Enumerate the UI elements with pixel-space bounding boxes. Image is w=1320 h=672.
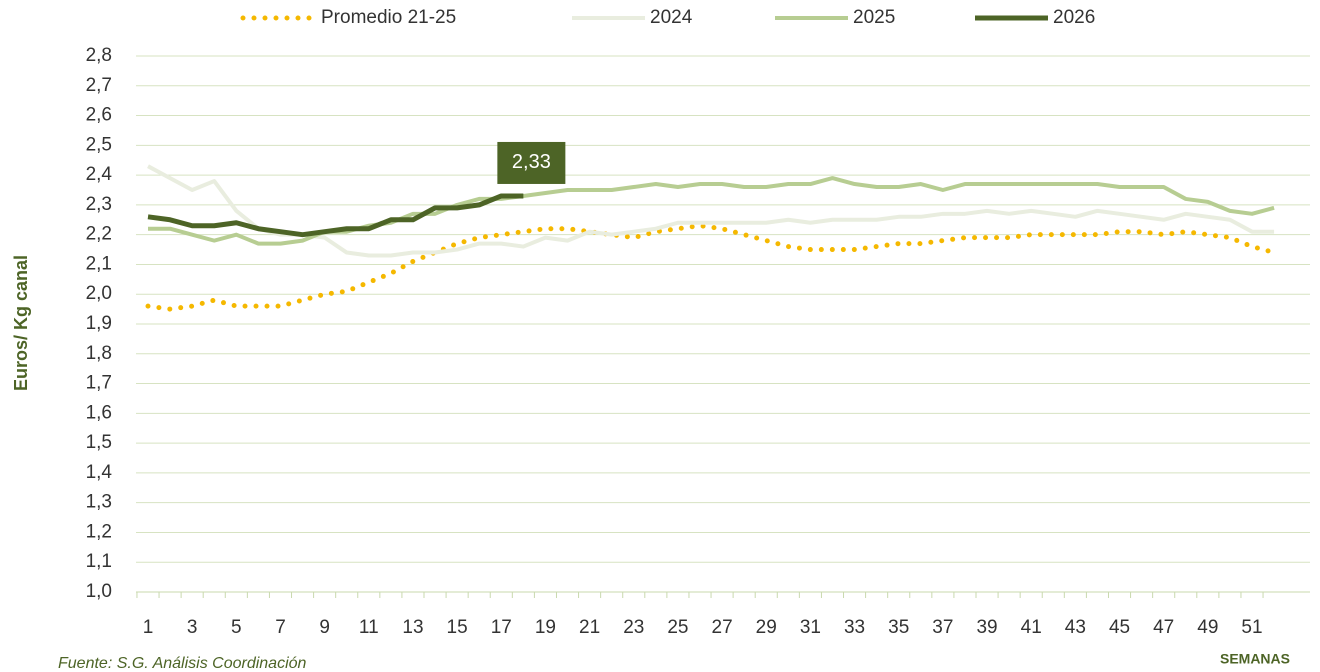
x-tick-label: 13	[402, 617, 423, 638]
x-tick-label: 27	[712, 617, 733, 638]
y-tick-label: 1,9	[86, 313, 112, 334]
legend-label: 2026	[1053, 7, 1095, 28]
x-tick-label: 19	[535, 617, 556, 638]
y-tick-label: 1,5	[86, 432, 112, 453]
y-tick-label: 2,5	[86, 134, 112, 155]
legend-label: Promedio 21-25	[321, 7, 456, 28]
y-tick-label: 2,7	[86, 75, 112, 96]
y-tick-label: 2,8	[86, 45, 112, 66]
y-tick-label: 1,1	[86, 551, 112, 572]
x-tick-label: 31	[800, 617, 821, 638]
y-tick-label: 1,8	[86, 343, 112, 364]
x-tick-label: 33	[844, 617, 865, 638]
x-tick-label: 51	[1241, 617, 1262, 638]
x-tick-label: 29	[756, 617, 777, 638]
series-line	[147, 164, 1275, 258]
x-tick-label: 43	[1065, 617, 1086, 638]
x-tick-label: 3	[187, 617, 198, 638]
y-tick-label: 2,6	[86, 105, 112, 126]
x-tick-label: 37	[932, 617, 953, 638]
x-tick-label: 41	[1021, 617, 1042, 638]
y-tick-label: 2,3	[86, 194, 112, 215]
y-tick-label: 2,2	[86, 224, 112, 245]
x-tick-label: 23	[623, 617, 644, 638]
y-axis-title: Euros/ Kg canal	[11, 255, 31, 391]
x-tick-label: 7	[275, 617, 286, 638]
y-tick-label: 2,4	[86, 164, 113, 185]
y-tick-label: 1,4	[86, 462, 113, 483]
y-tick-label: 2,0	[86, 283, 112, 304]
y-tick-label: 1,0	[86, 581, 112, 602]
y-tick-label: 2,1	[86, 253, 112, 274]
y-tick-label: 1,7	[86, 373, 112, 394]
x-tick-label: 39	[976, 617, 997, 638]
source-note: Fuente: S.G. Análisis Coordinación	[58, 655, 307, 672]
x-tick-label: 49	[1197, 617, 1218, 638]
x-tick-label: 21	[579, 617, 600, 638]
x-tick-label: 45	[1109, 617, 1130, 638]
x-tick-label: 5	[231, 617, 242, 638]
legend-label: 2024	[650, 7, 693, 28]
series-line	[145, 223, 1277, 312]
data-label: 2,33	[512, 151, 551, 173]
x-tick-label: 47	[1153, 617, 1174, 638]
x-axis-title: SEMANAS	[1220, 651, 1290, 667]
x-tick-label: 35	[888, 617, 909, 638]
x-tick-label: 1	[143, 617, 154, 638]
y-tick-label: 1,3	[86, 492, 112, 513]
x-tick-label: 9	[319, 617, 330, 638]
x-tick-label: 11	[359, 617, 379, 638]
y-tick-label: 1,6	[86, 402, 112, 423]
y-tick-label: 1,2	[86, 521, 112, 542]
x-tick-label: 15	[447, 617, 468, 638]
legend-label: 2025	[853, 7, 895, 28]
x-tick-label: 25	[667, 617, 688, 638]
x-tick-label: 17	[491, 617, 512, 638]
series-line	[147, 193, 524, 238]
data-label-box	[497, 141, 566, 184]
